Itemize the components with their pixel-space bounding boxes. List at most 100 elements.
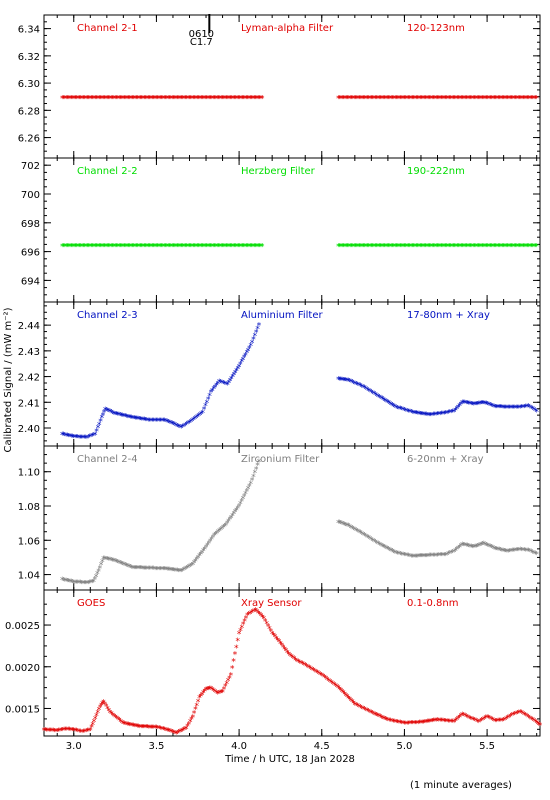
data-point: * [349, 95, 354, 105]
data-point: * [241, 242, 246, 252]
data-point: * [369, 242, 374, 252]
data-point: * [253, 95, 258, 105]
data-point: * [67, 95, 72, 105]
data-point: * [155, 565, 160, 575]
data-point: * [336, 95, 341, 105]
data-point: * [252, 332, 257, 342]
data-point: * [171, 729, 176, 739]
data-point: * [486, 714, 491, 724]
data-point: * [442, 717, 447, 727]
data-point: * [488, 402, 493, 412]
data-point: * [207, 242, 212, 252]
data-point: * [108, 95, 113, 105]
data-point: * [217, 242, 222, 252]
data-point: * [502, 242, 507, 252]
data-point: * [90, 95, 95, 105]
data-point: * [71, 242, 76, 252]
data-point: * [101, 242, 106, 252]
data-point: * [341, 376, 346, 386]
data-point: * [246, 611, 251, 621]
data-point: * [399, 719, 404, 729]
data-point: * [93, 573, 98, 583]
data-point: * [68, 578, 73, 588]
data-point: * [117, 717, 122, 727]
data-point: * [439, 242, 444, 252]
data-point: * [348, 697, 353, 707]
data-point: * [166, 418, 171, 428]
data-point: * [402, 720, 407, 730]
data-point: * [83, 242, 88, 252]
data-point: * [468, 95, 473, 105]
data-point: * [478, 95, 483, 105]
data-point: * [283, 647, 288, 657]
data-point: * [233, 95, 238, 105]
data-point: * [366, 95, 371, 105]
data-point: * [374, 95, 379, 105]
data-point: * [83, 95, 88, 105]
data-point: * [161, 566, 166, 576]
data-point: * [103, 95, 108, 105]
data-point: * [515, 547, 520, 557]
data-point: * [404, 242, 409, 252]
data-point: * [373, 95, 378, 105]
data-point: * [226, 95, 231, 105]
data-point: * [221, 95, 226, 105]
data-point: * [123, 95, 128, 105]
data-point: * [81, 242, 86, 252]
data-point: * [504, 715, 509, 725]
data-point: * [404, 720, 409, 730]
data-point: * [249, 339, 254, 349]
data-point: * [239, 498, 244, 508]
data-point: * [208, 389, 213, 399]
data-point: * [221, 242, 226, 252]
data-point: * [81, 95, 86, 105]
data-point: * [97, 242, 102, 252]
panel-band-label: 0.1-0.8nm [407, 598, 459, 609]
data-point: * [410, 242, 415, 252]
data-point: * [399, 406, 404, 416]
data-point: * [517, 708, 522, 718]
data-point: * [480, 541, 485, 551]
data-point: * [218, 379, 223, 389]
data-point: * [354, 527, 359, 537]
data-point: * [371, 538, 376, 548]
data-point: * [495, 546, 500, 556]
data-point: * [190, 561, 195, 571]
data-point: * [230, 373, 235, 383]
data-point: * [446, 718, 451, 728]
data-point: * [88, 727, 93, 737]
data-point: * [140, 723, 145, 733]
data-point: * [350, 379, 355, 389]
data-point: * [528, 548, 533, 558]
data-point: * [169, 242, 174, 252]
data-point: * [402, 407, 407, 417]
data-point: * [238, 242, 243, 252]
data-point: * [408, 95, 413, 105]
data-point: * [114, 411, 119, 421]
data-point: * [451, 718, 456, 728]
data-point: * [173, 242, 178, 252]
data-point: * [146, 95, 151, 105]
data-point: * [457, 95, 462, 105]
data-point: * [508, 712, 513, 722]
data-point: * [432, 717, 437, 727]
data-point: * [142, 95, 147, 105]
data-point: * [127, 95, 132, 105]
data-point: * [443, 551, 448, 561]
data-point: * [66, 432, 71, 442]
data-point: * [147, 724, 152, 734]
data-point: * [342, 95, 347, 105]
data-point: * [74, 242, 79, 252]
data-point: * [245, 612, 250, 622]
data-point: * [485, 95, 490, 105]
data-point: * [145, 565, 150, 575]
data-point: * [407, 408, 412, 418]
data-point: * [367, 708, 372, 718]
data-point: * [59, 727, 64, 737]
data-point: * [71, 579, 76, 589]
data-point: * [414, 719, 419, 729]
data-point: * [144, 242, 149, 252]
data-point: * [524, 712, 529, 722]
data-point: * [185, 242, 190, 252]
data-point: * [83, 580, 88, 590]
